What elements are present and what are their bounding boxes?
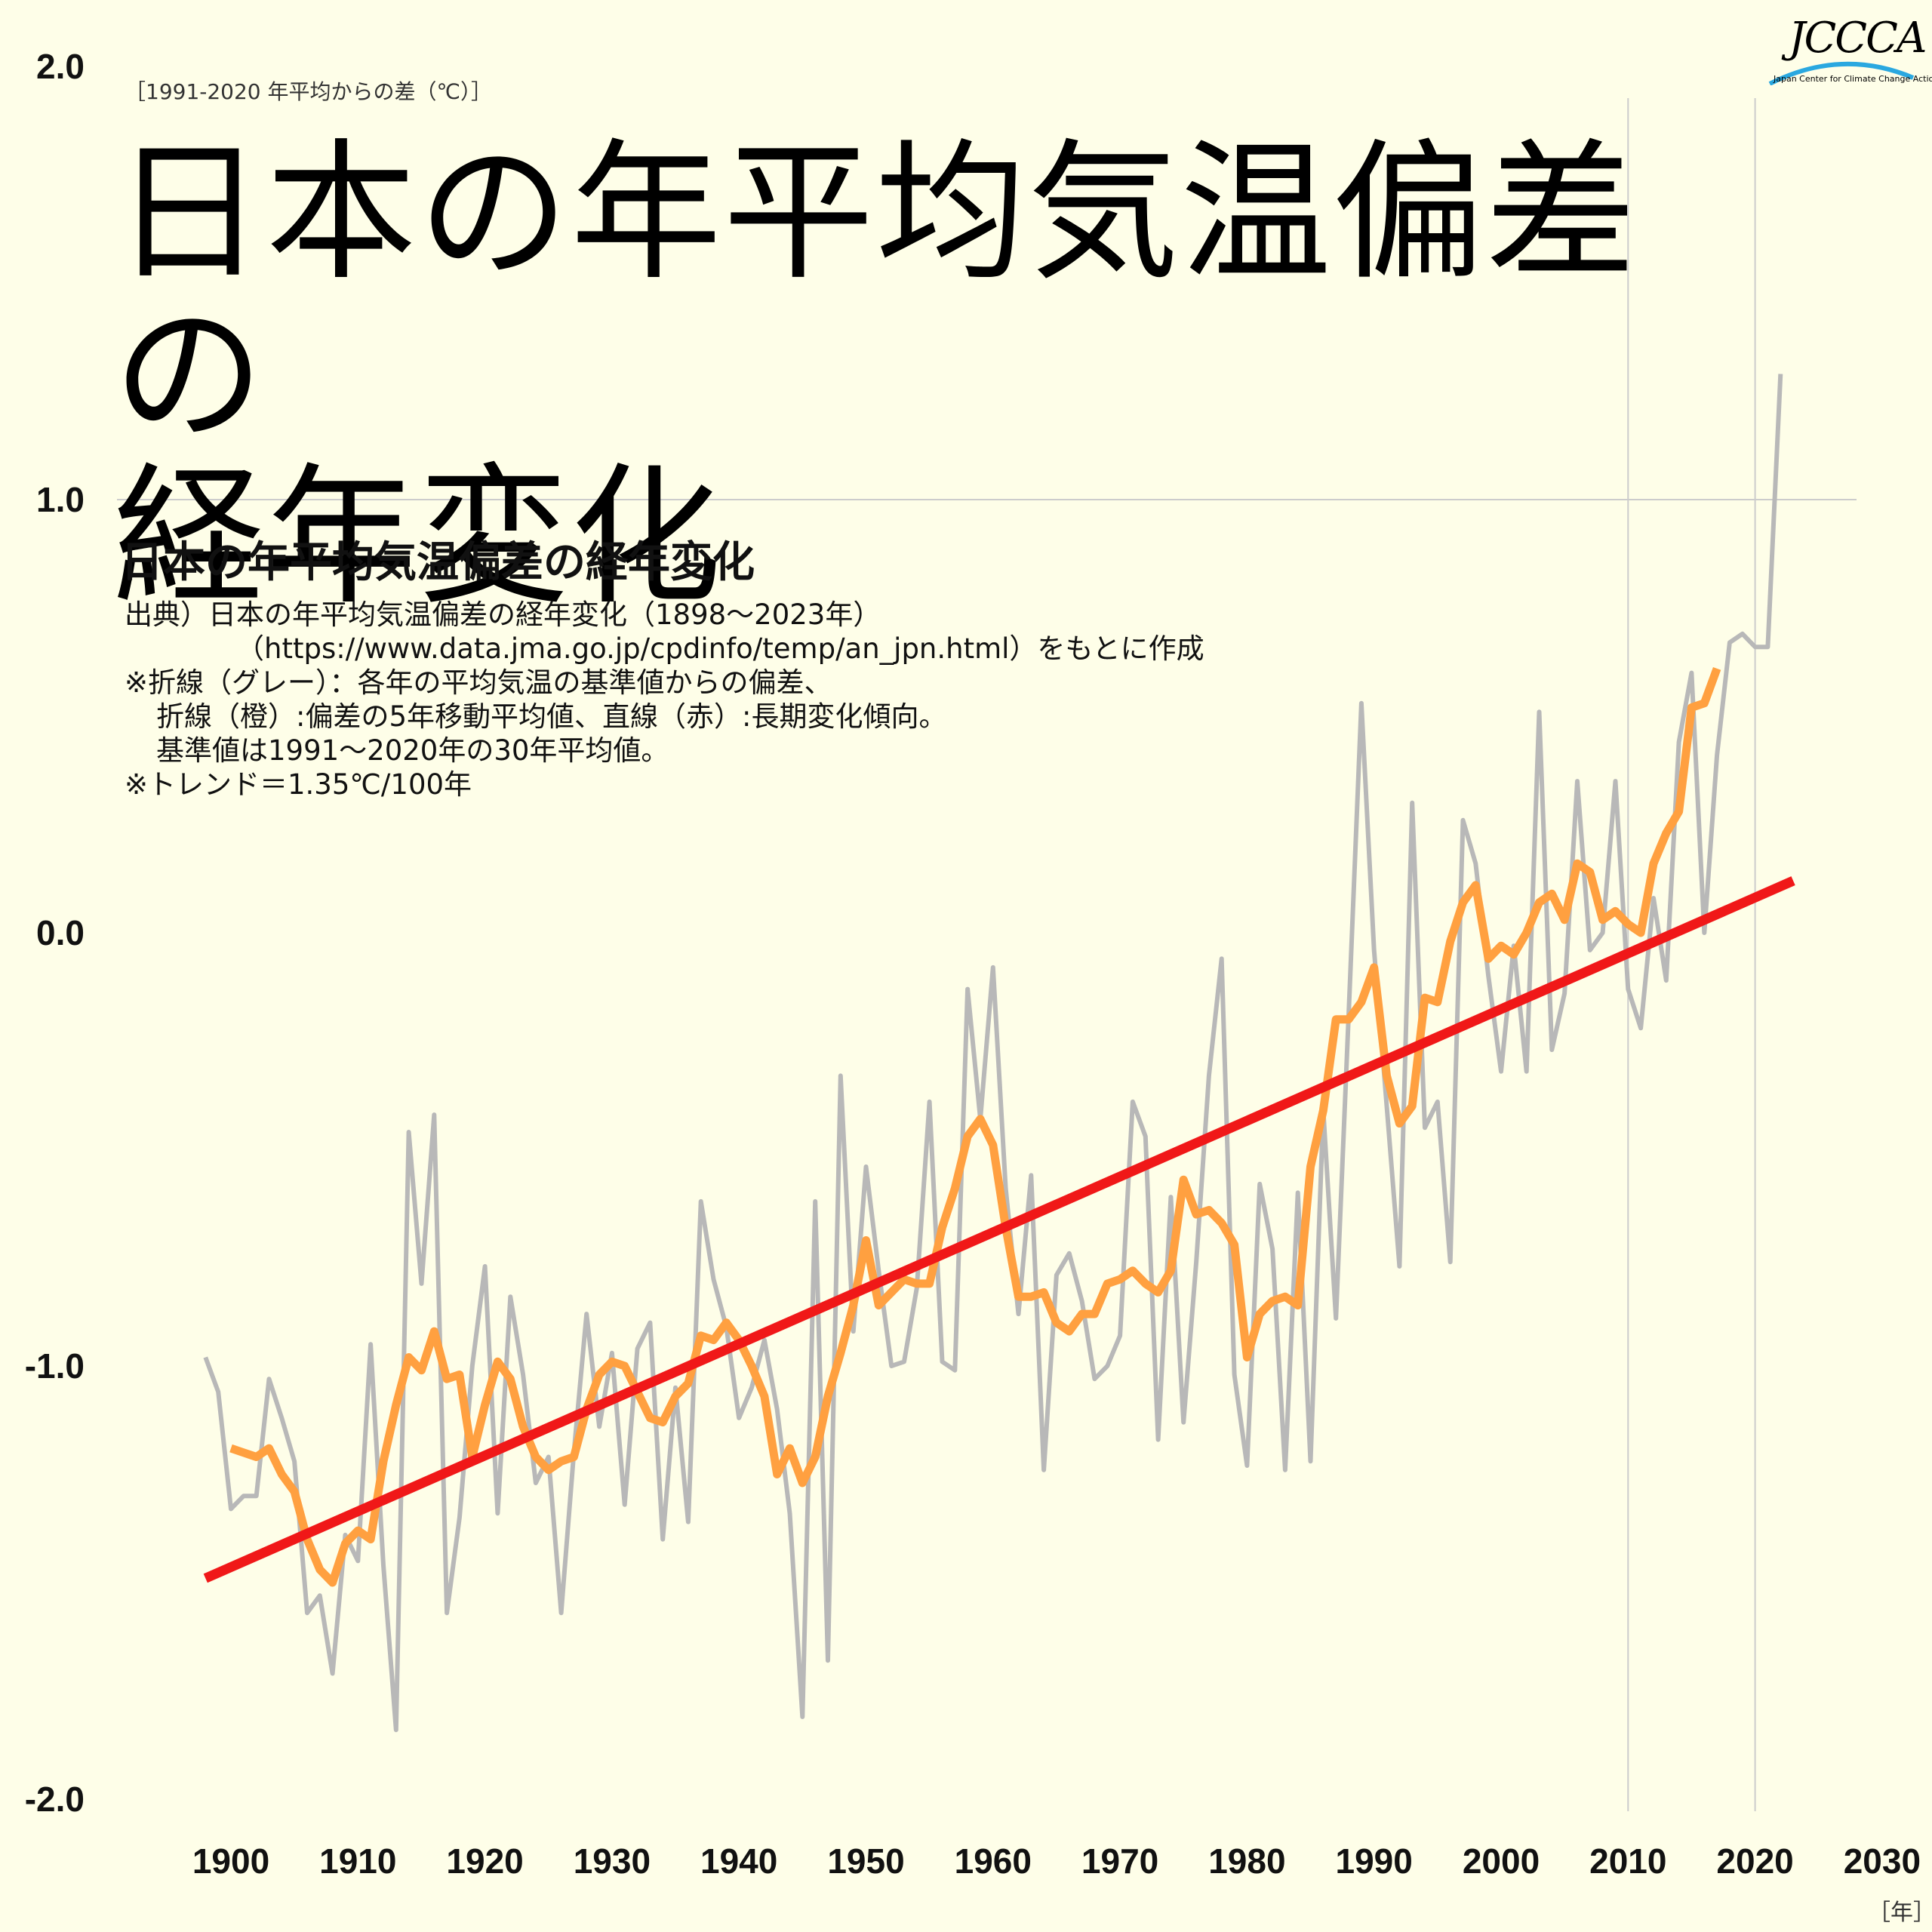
- x-tick-label: 1940: [700, 1841, 777, 1881]
- series-layer: [203, 374, 1795, 1733]
- page-title-line-1: 日本の年平均気温偏差の: [113, 125, 1638, 463]
- x-tick-label: 2000: [1463, 1841, 1540, 1881]
- page-title: 日本の年平均気温偏差の 経年変化: [113, 132, 1698, 619]
- note-legend-gray: ※折線（グレー）：各年の平均気温の基準値からの偏差、: [125, 666, 832, 699]
- y-axis-unit-label: ［1991-2020 年平均からの差（℃）］: [125, 79, 492, 104]
- x-tick-label: 1910: [319, 1841, 396, 1881]
- x-tick-label: 1990: [1336, 1841, 1413, 1881]
- x-axis-unit-label: ［年］: [1868, 1900, 1932, 1926]
- y-tick-label: -2.0: [25, 1780, 85, 1819]
- x-tick-label: 1970: [1081, 1841, 1158, 1881]
- y-tick-label: 2.0: [36, 47, 85, 86]
- series-trend-line: [203, 876, 1795, 1583]
- x-tick-label: 1960: [955, 1841, 1032, 1881]
- note-trend: ※トレンド＝1.35℃/100年: [125, 768, 472, 801]
- x-tick-label: 2030: [1844, 1841, 1921, 1881]
- y-tick-label: -1.0: [25, 1346, 85, 1386]
- series-moving-average-line: [229, 667, 1721, 1587]
- note-source: 出典）日本の年平均気温偏差の経年変化（1898〜2023年）: [125, 598, 881, 631]
- y-tick-label: 0.0: [36, 913, 85, 952]
- chart-subtitle: 日本の年平均気温偏差の経年変化: [121, 538, 755, 587]
- note-legend-orange-red: 折線（橙）:偏差の5年移動平均値、直線（赤）:長期変化傾向。: [156, 700, 947, 733]
- logo-wordmark: JCCCA: [1789, 14, 1927, 63]
- note-baseline: 基準値は1991〜2020年の30年平均値。: [156, 734, 669, 767]
- jccca-logo: JCCCA Japan Center for Climate Change Ac…: [1758, 14, 1932, 89]
- x-tick-label: 1980: [1208, 1841, 1285, 1881]
- y-axis-ticks: 2.0 1.0 0.0 -1.0 -2.0: [25, 47, 85, 1819]
- note-source-url: （https://www.data.jma.go.jp/cpdinfo/temp…: [236, 632, 1204, 665]
- x-tick-label: 2010: [1589, 1841, 1666, 1881]
- source-notes: 出典）日本の年平均気温偏差の経年変化（1898〜2023年） （https://…: [125, 598, 1204, 801]
- x-tick-label: 1930: [574, 1841, 651, 1881]
- logo-tagline: Japan Center for Climate Change Actions: [1774, 74, 1932, 84]
- x-tick-label: 1950: [827, 1841, 904, 1881]
- x-tick-label: 2020: [1716, 1841, 1793, 1881]
- x-tick-label: 1920: [446, 1841, 523, 1881]
- logo-arc-icon: [1768, 61, 1915, 85]
- x-tick-label: 1900: [192, 1841, 269, 1881]
- page-title-line-2: 経年変化: [113, 450, 724, 626]
- x-axis-ticks: 1900 1910 1920 1930 1940 1950 1960 1970 1980 1990…: [192, 1841, 1921, 1881]
- y-tick-label: 1.0: [36, 480, 85, 519]
